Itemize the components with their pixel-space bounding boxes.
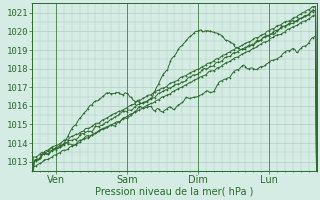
X-axis label: Pression niveau de la mer( hPa ): Pression niveau de la mer( hPa ) [95,187,254,197]
